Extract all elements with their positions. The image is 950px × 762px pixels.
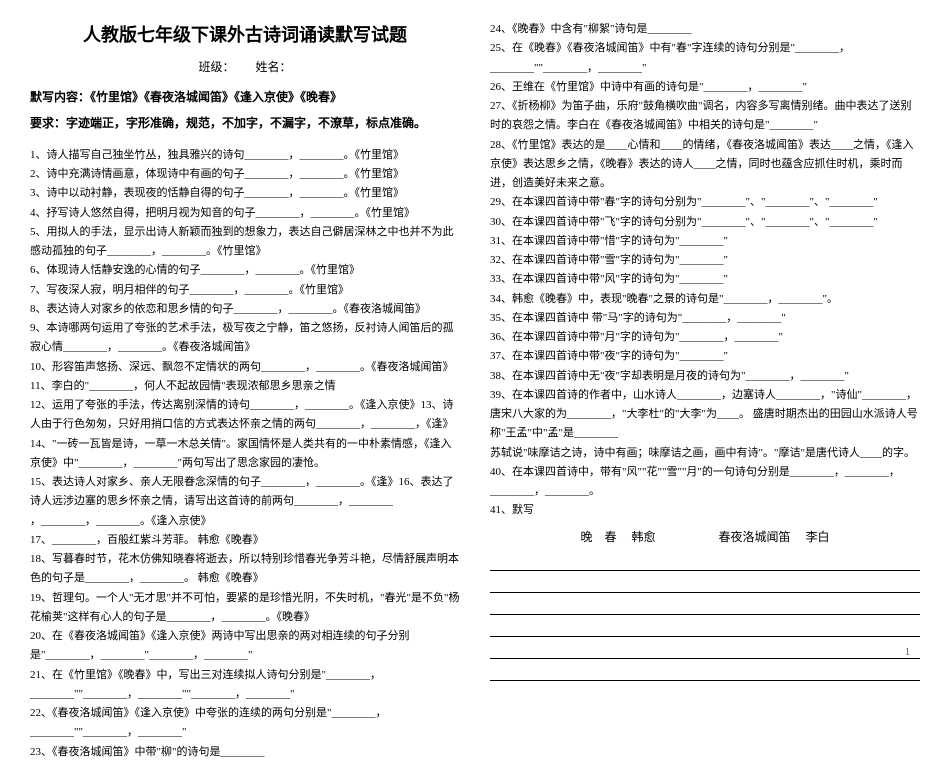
blank-line: [490, 575, 920, 593]
left-questions: 1、诗人描写自己独坐竹丛，独具雅兴的诗句________，________。《竹…: [30, 146, 460, 762]
question-line: 40、在本课四首诗中，带有"风""花""雪""月"的一句诗句分别是_______…: [490, 463, 920, 502]
question-line: 29、在本课四首诗中带"春"字的诗句分别为"________"、"_______…: [490, 193, 920, 212]
name-label: 姓名：: [256, 60, 292, 74]
question-line: ，________，________。《逢入京使》: [30, 512, 460, 531]
poems-title-row: 晚 春 韩愈 春夜洛城闻笛 李白: [490, 527, 920, 547]
question-line: 26、王维在《竹里馆》中诗中有画的诗句是"________，________": [490, 78, 920, 97]
question-line: 22、《春夜洛城闻笛》《逢入京使》中夸张的连续的两句分别是"________，_…: [30, 704, 460, 743]
blank-line: [490, 553, 920, 571]
blank-line: [490, 619, 920, 637]
blank-line: [490, 597, 920, 615]
question-line: 38、在本课四首诗中无"夜"字却表明是月夜的诗句为"________，_____…: [490, 367, 920, 386]
question-line: 20、在《春夜洛城闻笛》《逢入京使》两诗中写出思亲的两对相连续的句子分别是"__…: [30, 627, 460, 666]
question-line: 11、李白的"________，何人不起故园情"表现浓郁思乡思亲之情: [30, 377, 460, 396]
question-line: 4、抒写诗人悠然自得，把明月视为知音的句子________，________。《…: [30, 204, 460, 223]
question-line: 33、在本课四首诗中带"风"字的诗句为"________": [490, 270, 920, 289]
doc-title: 人教版七年级下课外古诗词诵读默写试题: [30, 20, 460, 51]
question-line: 5、用拟人的手法，显示出诗人新颖而独到的想象力，表达自己僻居深林之中也并不为此感…: [30, 223, 460, 262]
class-label: 班级：: [198, 60, 228, 74]
question-line: 19、哲理句。一个人"无才思"并不可怕，要紧的是珍惜光阴，不失时机，"春光"是不…: [30, 589, 460, 628]
poem2-title: 春夜洛城闻笛: [719, 530, 791, 544]
left-column: 人教版七年级下课外古诗词诵读默写试题 班级： 姓名： 默写内容：《竹里馆》《春夜…: [30, 20, 460, 762]
question-line: 36、在本课四首诗中带"月"字的诗句为"________，________": [490, 328, 920, 347]
question-line: 7、写夜深人寂，明月相伴的句子________，________。《竹里馆》: [30, 281, 460, 300]
blank-lines: [490, 553, 920, 681]
blank-line: [490, 663, 920, 681]
intro-content: 默写内容：《竹里馆》《春夜洛城闻笛》《逢入京使》《晚春》: [30, 87, 460, 107]
question-line: 35、在本课四首诗中 带"马"字的诗句为"________，________": [490, 309, 920, 328]
question-line: 2、诗中充满诗情画意，体现诗中有画的句子________，________。《竹…: [30, 165, 460, 184]
question-line: 32、在本课四首诗中带"雪"字的诗句为"________": [490, 251, 920, 270]
question-line: 12、运用了夸张的手法，传达离别深情的诗句________，________。《…: [30, 396, 460, 435]
question-line: 14、"一砖一瓦皆是诗，一草一木总关情"。家国情怀是人类共有的一中朴素情感，《逢…: [30, 435, 460, 474]
question-line: 39、在本课四首诗的作者中，山水诗人________，边塞诗人________，…: [490, 386, 920, 444]
question-line: 1、诗人描写自己独坐竹丛，独具雅兴的诗句________，________。《竹…: [30, 146, 460, 165]
subtitle-row: 班级： 姓名：: [30, 57, 460, 77]
question-line: 9、本诗哪两句运用了夸张的艺术手法，极写夜之宁静，笛之悠扬，反衬诗人闻笛后的孤寂…: [30, 319, 460, 358]
question-line: 31、在本课四首诗中带"惜"字的诗句为"________": [490, 232, 920, 251]
question-line: 8、表达诗人对家乡的依恋和思乡情的句子________，________。《春夜…: [30, 300, 460, 319]
right-column: 24、《晚春》中含有"柳絮"诗句是________25、在《晚春》《春夜洛城闻笛…: [490, 20, 920, 762]
question-line: 34、韩愈《晚春》中，表现"晚春"之景的诗句是"________，_______…: [490, 290, 920, 309]
question-line: 37、在本课四首诗中带"夜"字的诗句为"________": [490, 347, 920, 366]
question-line: 24、《晚春》中含有"柳絮"诗句是________: [490, 20, 920, 39]
poem1-author: 韩愈: [631, 530, 655, 544]
page-number: 1: [905, 644, 910, 661]
question-line: 17、________，百般红紫斗芳菲。 韩愈《晚春》: [30, 531, 460, 550]
poem2-author: 李白: [806, 530, 830, 544]
question-line: 15、表达诗人对家乡、亲人无限眷念深情的句子________，________。…: [30, 473, 460, 512]
question-line: 6、体现诗人恬静安逸的心情的句子________，________。《竹里馆》: [30, 261, 460, 280]
intro-requirement: 要求：字迹端正，字形准确，规范，不加字，不漏字，不潦草，标点准确。: [30, 113, 460, 133]
poem1-title: 晚 春: [580, 530, 616, 544]
right-questions: 24、《晚春》中含有"柳絮"诗句是________25、在《晚春》《春夜洛城闻笛…: [490, 20, 920, 501]
blank-line: [490, 641, 920, 659]
question-line: 25、在《晚春》《春夜洛城闻笛》中有"春"字连续的诗句分别是"________，…: [490, 39, 920, 78]
question-line: 23、《春夜洛城闻笛》中带"柳"的诗句是________: [30, 743, 460, 762]
question-line: 30、在本课四首诗中带"飞"字的诗句分别为"________"、"_______…: [490, 213, 920, 232]
question-line: 21、在《竹里馆》《晚春》中，写出三对连续拟人诗句分别是"________，__…: [30, 666, 460, 705]
question-line: 10、形容笛声悠扬、深远、飘忽不定情状的两句________，________。…: [30, 358, 460, 377]
question-line: 28、《竹里馆》表达的是____心情和____的情绪，《春夜洛城闻笛》表达___…: [490, 136, 920, 194]
question-line: 27、《折杨柳》为笛子曲，乐府"鼓角横吹曲"调名，内容多写离情别绪。曲中表达了送…: [490, 97, 920, 136]
question-line: 18、写暮春时节，花木仿佛知晓春将逝去，所以特别珍惜春光争芳斗艳，尽情舒展声明本…: [30, 550, 460, 589]
page-container: 人教版七年级下课外古诗词诵读默写试题 班级： 姓名： 默写内容：《竹里馆》《春夜…: [30, 20, 920, 762]
question-line: 苏轼说"味摩诘之诗，诗中有画；味摩诘之画，画中有诗"。"摩诘"是唐代诗人____…: [490, 444, 920, 463]
question-line: 3、诗中以动衬静，表现夜的恬静自得的句子________，________。《竹…: [30, 184, 460, 203]
q41-label: 41、默写: [490, 501, 920, 520]
